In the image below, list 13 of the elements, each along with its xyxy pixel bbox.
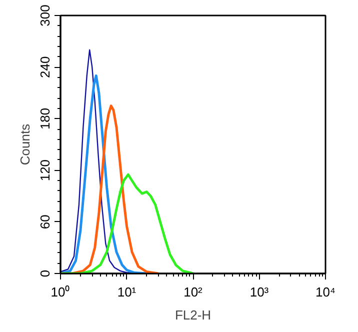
x-tick-label: 10¹ [117, 284, 137, 300]
x-tick-label: 10² [184, 284, 204, 300]
y-tick-label: 120 [38, 159, 52, 182]
y-tick-label: 60 [38, 214, 52, 230]
y-tick-label: 240 [38, 56, 52, 78]
y-tick-label: 300 [38, 4, 52, 26]
x-tick-label: 10⁴ [315, 284, 336, 300]
x-axis-title: FL2-H [174, 308, 212, 322]
y-tick-label: 180 [38, 108, 52, 130]
y-axis-title: Counts [18, 123, 32, 166]
x-tick-label: 10⁰ [50, 284, 70, 300]
y-tick-label: 0 [38, 270, 52, 278]
x-tick-label: 10³ [250, 284, 270, 300]
